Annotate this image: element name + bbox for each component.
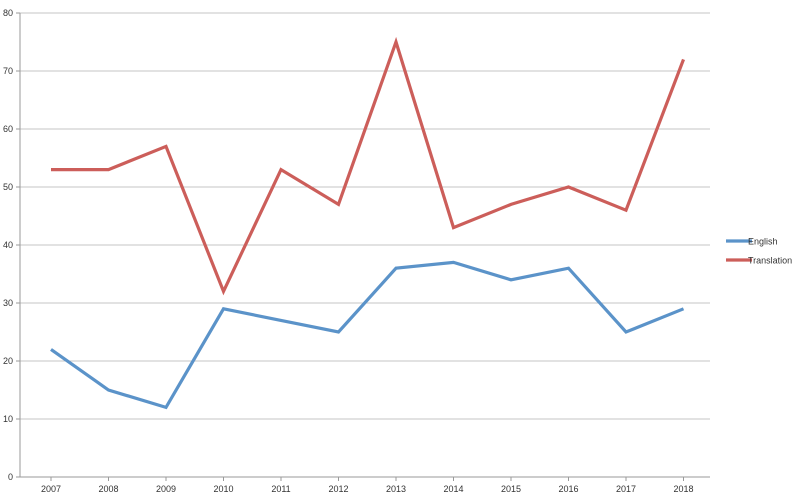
data-point-translation: [452, 226, 454, 228]
y-tick-label: 30: [3, 298, 13, 308]
data-point-english: [395, 267, 397, 269]
x-tick-label: 2018: [673, 484, 693, 494]
series-lines: [50, 36, 685, 410]
x-tick-label: 2015: [501, 484, 521, 494]
data-point-translation: [395, 41, 397, 43]
x-tick-label: 2011: [271, 484, 290, 494]
x-axis-tick-labels: 2007 2008 2009 2010 2011 2012 2013 2014 2015 2016…: [41, 477, 694, 494]
y-tick-label: 50: [3, 182, 13, 192]
y-tick-label: 40: [3, 240, 13, 250]
data-point-english: [222, 308, 224, 310]
data-point-translation: [337, 203, 339, 205]
data-point-translation: [567, 186, 569, 188]
data-point-english: [50, 348, 52, 350]
gridlines: [20, 12, 710, 420]
data-point-english: [107, 389, 109, 391]
series-line-translation: [51, 36, 685, 296]
x-tick-label: 2008: [98, 484, 118, 494]
data-point-english: [452, 261, 454, 263]
data-point-english: [682, 308, 684, 310]
x-tick-label: 2010: [213, 484, 233, 494]
legend: English Translation: [726, 237, 792, 266]
data-point-translation: [222, 290, 224, 292]
y-tick-label: 20: [3, 356, 13, 366]
y-tick-label: 70: [3, 66, 13, 76]
y-tick-label: 0: [8, 472, 13, 482]
x-tick-label: 2007: [41, 484, 61, 494]
x-tick-label: 2014: [443, 484, 463, 494]
x-tick-label: 2009: [156, 484, 176, 494]
data-point-translation: [625, 209, 627, 211]
legend-label-translation: Translation: [748, 256, 792, 266]
x-tick-label: 2016: [558, 484, 578, 494]
data-point-translation: [280, 168, 282, 170]
data-point-english: [165, 406, 167, 408]
y-tick-label: 80: [3, 8, 13, 18]
data-point-translation: [682, 58, 684, 60]
data-point-translation: [510, 203, 512, 205]
legend-label-english: English: [748, 237, 778, 247]
data-point-english: [510, 279, 512, 281]
data-point-english: [625, 331, 627, 333]
data-point-translation: [107, 168, 109, 170]
series-line-english: [50, 260, 685, 410]
data-point-translation: [50, 168, 52, 170]
data-point-english: [280, 319, 282, 321]
data-point-english: [567, 267, 569, 269]
y-tick-label: 60: [3, 124, 13, 134]
x-tick-label: 2013: [386, 484, 406, 494]
x-tick-label: 2012: [328, 484, 348, 494]
y-axis-tick-labels: 0 10 20 30 40 50 60 70 80: [3, 8, 20, 482]
data-point-english: [337, 331, 339, 333]
y-tick-label: 10: [3, 414, 13, 424]
x-tick-label: 2017: [616, 484, 636, 494]
data-point-translation: [165, 145, 167, 147]
